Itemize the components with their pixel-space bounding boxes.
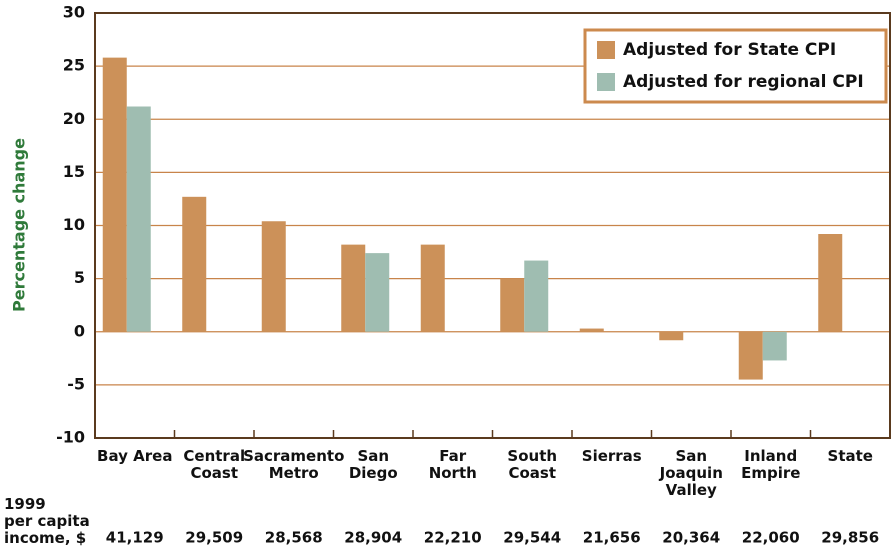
income-value: 28,568 [265,529,323,547]
bar [102,57,127,332]
legend-swatch [597,73,615,91]
bar [341,244,366,332]
legend-label: Adjusted for regional CPI [623,72,864,92]
y-tick-label: 10 [63,215,85,234]
bar [182,196,207,332]
bar [365,253,390,332]
bar [524,260,549,332]
income-value: 21,656 [583,529,641,547]
bar [579,328,604,332]
y-tick-label: 25 [63,56,85,75]
y-tick-label: -5 [67,374,85,393]
y-tick-label: 30 [63,3,85,22]
income-value: 28,904 [344,529,402,547]
bar [659,331,684,341]
x-tick-label: South Coast [507,447,557,482]
x-tick-label: Sierras [582,447,642,465]
income-label: 1999 per capita income, $ [4,495,90,547]
bar [126,106,151,332]
income-value: 20,364 [662,529,720,547]
legend-swatch [597,41,615,59]
income-value: 29,509 [185,529,243,547]
plot-frame [94,12,891,439]
income-value: 29,544 [503,529,561,547]
legend-label: Adjusted for State CPI [623,40,836,60]
x-tick-label: State [828,447,873,465]
income-value: 29,856 [821,529,879,547]
x-tick-label: Far North [429,447,477,482]
y-tick-label: 5 [74,268,85,287]
y-tick-label: 20 [63,109,85,128]
y-tick-label: -10 [56,428,85,447]
y-tick-label: 0 [74,321,85,340]
y-axis-label: Percentage change [10,138,29,312]
bar [420,244,445,332]
income-value: 22,210 [424,529,482,547]
x-tick-label: Bay Area [97,447,172,465]
x-tick-label: Central Coast [183,447,245,482]
x-tick-label: Inland Empire [741,447,800,482]
bar [762,331,787,361]
x-tick-label: San Joaquin Valley [659,447,723,499]
bar [818,234,843,332]
x-tick-label: Sacramento Metro [243,447,344,482]
income-value: 41,129 [106,529,164,547]
income-value: 22,060 [742,529,800,547]
x-tick-label: San Diego [349,447,398,482]
bar [738,331,763,380]
bar [261,221,286,332]
bar [500,278,525,332]
legend-box [583,28,888,104]
y-tick-label: 15 [63,162,85,181]
